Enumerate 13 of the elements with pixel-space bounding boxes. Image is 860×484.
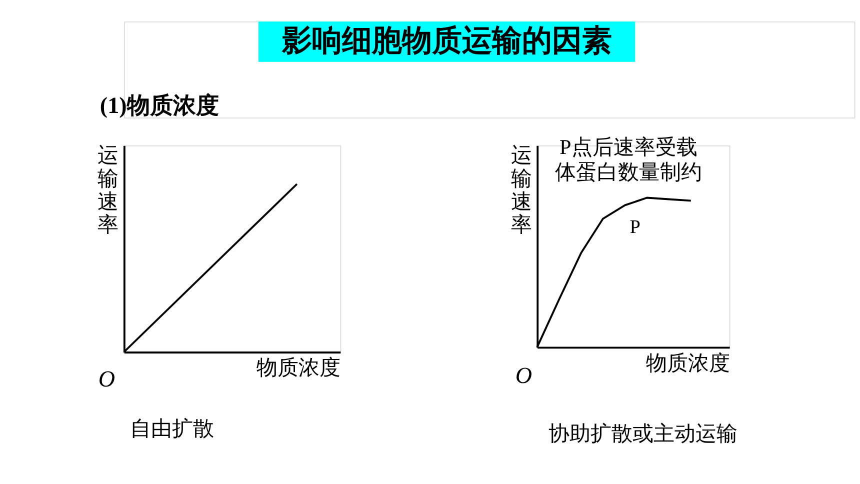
text: O	[515, 362, 532, 388]
x-axis-title: 物质浓度	[256, 356, 341, 380]
y-axis-title: 运输速率	[98, 143, 119, 236]
text: 自由扩散	[130, 416, 214, 441]
y-axis-title: 运输速率	[510, 143, 532, 236]
text: 协助扩散或主动运输	[548, 421, 738, 446]
chart-subtitle: (1)物质浓度	[100, 92, 219, 118]
annotation: P	[630, 216, 640, 238]
text: P点后速率受载	[560, 135, 698, 160]
text: 影响细胞物质运输的因素	[280, 24, 612, 58]
text: O	[98, 366, 116, 392]
x-axis-title: 物质浓度	[646, 350, 730, 375]
text: 体蛋白数量制约	[554, 160, 702, 184]
